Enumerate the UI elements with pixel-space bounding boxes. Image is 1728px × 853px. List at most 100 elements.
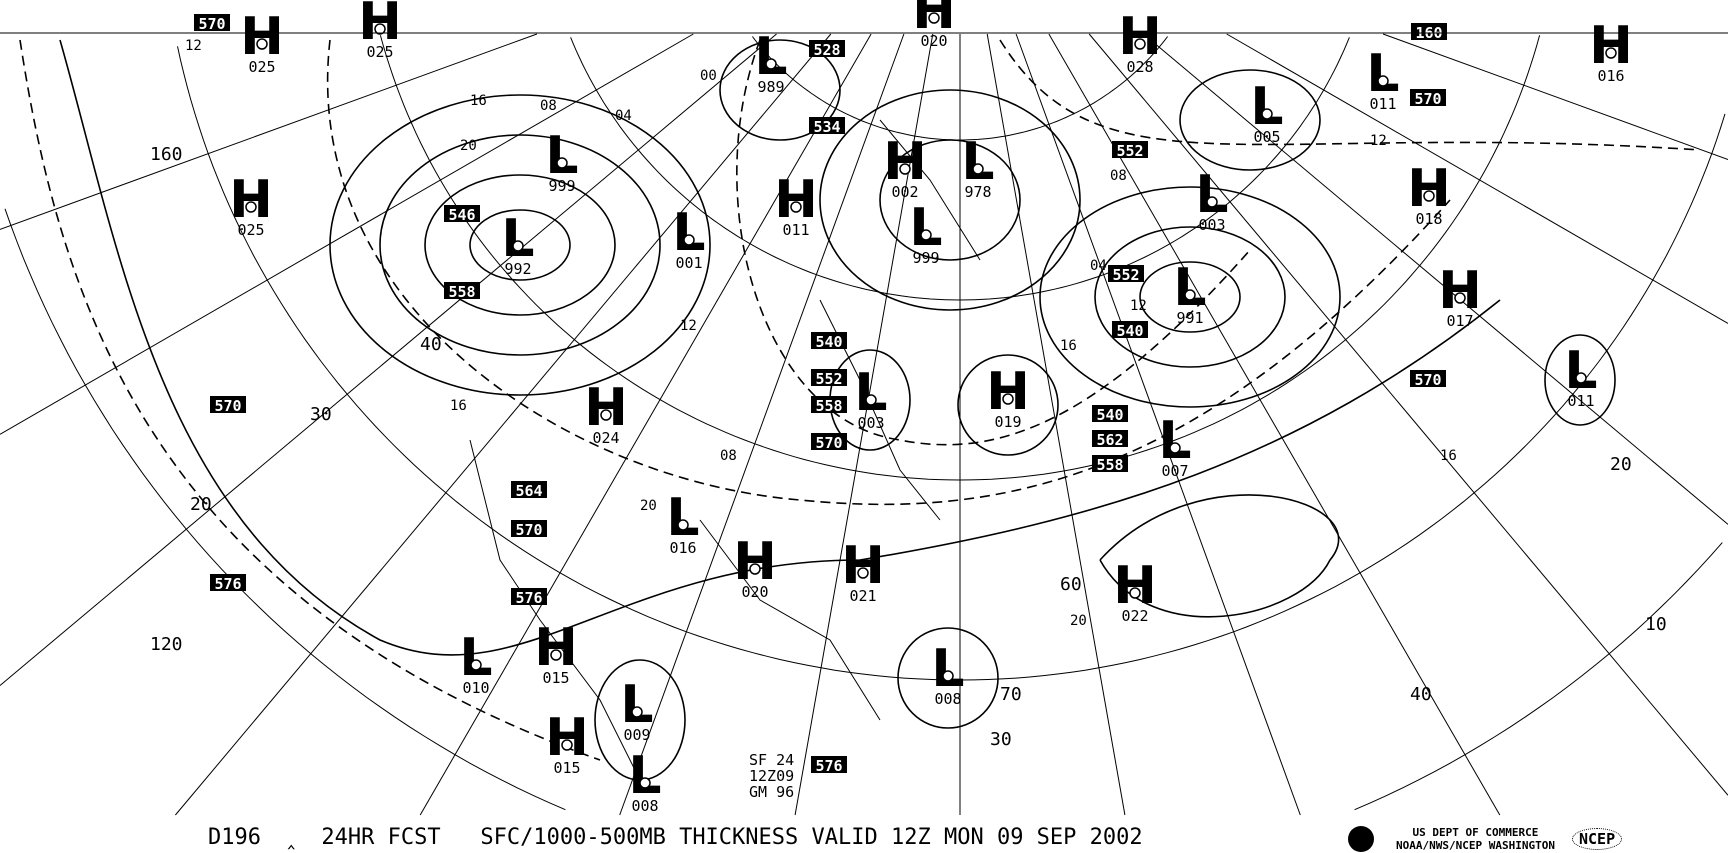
low-letter: L: [1173, 258, 1206, 318]
high-letter: H: [229, 170, 273, 230]
isobar-label: 08: [540, 98, 557, 114]
center-marker-icon: [857, 567, 869, 579]
thickness-label: 564: [511, 481, 547, 500]
pressure-value: 991: [1176, 309, 1203, 327]
meridian: [0, 33, 777, 686]
isobar-label: 12: [680, 318, 697, 334]
pressure-value: 001: [675, 254, 702, 272]
high-letter: H: [240, 7, 284, 67]
center-marker-icon: [512, 240, 524, 252]
center-marker-icon: [765, 58, 777, 70]
isobar-label: 04: [615, 108, 632, 124]
center-marker-icon: [1002, 393, 1014, 405]
svg-text:564: 564: [515, 482, 542, 500]
thickness-label: 562: [1092, 430, 1128, 449]
meridian: [1048, 33, 1501, 816]
high-letter: H: [883, 132, 927, 192]
agency-credit: US DEPT OF COMMERCE NOAA/NWS/NCEP WASHING…: [1396, 826, 1555, 852]
svg-text:528: 528: [813, 41, 840, 59]
svg-text:552: 552: [1112, 266, 1139, 284]
isobar-label: 08: [1110, 168, 1127, 184]
center-marker-icon: [1261, 108, 1273, 120]
high-letter: H: [1407, 159, 1451, 219]
thickness-label: 552: [811, 369, 847, 388]
low-letter: L: [1564, 341, 1597, 401]
high-letter: H: [534, 618, 578, 678]
low-letter: L: [620, 675, 653, 735]
agency-line: US DEPT OF COMMERCE: [1412, 826, 1539, 839]
thickness-label: 570: [1410, 370, 1446, 389]
thickness-label: 546: [444, 205, 480, 224]
thickness-label: 558: [811, 396, 847, 415]
isobar: [1139, 261, 1241, 333]
chart-id: D196: [208, 825, 261, 850]
latitude-label: 120: [150, 634, 183, 655]
isobar: [469, 209, 571, 281]
latitude-circle: [177, 46, 1726, 681]
pressure-value: 007: [1161, 462, 1188, 480]
meridian: [1226, 33, 1728, 324]
isobar-label: 16: [1440, 448, 1457, 464]
low-letter: L: [754, 27, 787, 87]
low-letter: L: [1366, 44, 1399, 104]
high-letter: H: [1438, 261, 1482, 321]
thickness-labels: 5705285345521605705465585405525585705525…: [194, 14, 1447, 775]
thickness-label: 570: [1410, 89, 1446, 108]
meridian: [175, 33, 832, 816]
thickness-label: 570: [194, 14, 230, 33]
weather-map: 12 16 20 08 04 00 16 12 08 20 16 12 08 04 16 12 20 160 120…: [0, 0, 1728, 816]
center-marker-icon: [749, 563, 761, 575]
center-marker-icon: [1423, 190, 1435, 202]
svg-text:576: 576: [515, 589, 542, 607]
thickness-label: 528: [809, 40, 845, 59]
svg-text:570: 570: [1414, 371, 1441, 389]
meridian: [0, 33, 694, 435]
pressure-value: 008: [934, 690, 961, 708]
pressure-value: 003: [857, 414, 884, 432]
pressure-value: 017: [1446, 312, 1473, 330]
thickness-label: 570: [511, 520, 547, 539]
svg-text:570: 570: [1414, 90, 1441, 108]
latitude-label: 20: [1610, 454, 1632, 475]
thickness-label: 540: [811, 332, 847, 351]
svg-text:570: 570: [198, 15, 225, 33]
low-letter: L: [909, 198, 942, 258]
thickness-label: 576: [811, 756, 847, 775]
pressure-value: 989: [757, 78, 784, 96]
latitude-label: 10: [1645, 614, 1667, 635]
svg-text:570: 570: [815, 434, 842, 452]
meridian: [419, 33, 872, 816]
center-marker-icon: [899, 163, 911, 175]
center-marker-icon: [256, 38, 268, 50]
svg-text:546: 546: [448, 206, 475, 224]
thickness-label: 570: [210, 396, 246, 415]
isobar-label: 12: [1370, 133, 1387, 149]
thickness-line: [19, 39, 601, 761]
svg-text:534: 534: [813, 118, 840, 136]
center-marker-icon: [550, 649, 562, 661]
high-letter: H: [986, 362, 1030, 422]
low-letter: L: [672, 203, 705, 263]
isobar: [1039, 186, 1341, 408]
meridian: [619, 33, 905, 816]
center-marker-icon: [928, 12, 940, 24]
high-letter: H: [841, 536, 885, 596]
pressure-value: 015: [542, 669, 569, 687]
isobar: [1094, 226, 1286, 368]
svg-text:540: 540: [1096, 406, 1123, 424]
isobar: [329, 94, 711, 396]
pressure-value: 008: [631, 797, 658, 815]
pressure-value: 011: [1567, 392, 1594, 410]
pressure-value: 999: [548, 177, 575, 195]
